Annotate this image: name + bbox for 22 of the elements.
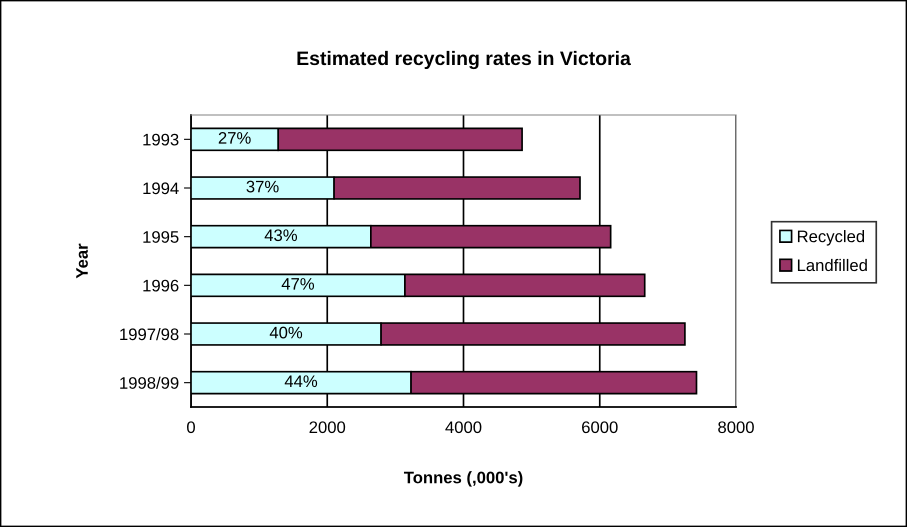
y-tick-label: 1993	[143, 134, 178, 146]
annotation: 27%	[218, 132, 251, 144]
legend-label: Recycled	[798, 230, 864, 246]
y-tick-label: 1994	[143, 182, 179, 194]
x-tick-label: 2000	[310, 421, 346, 434]
annotation: 44%	[284, 375, 318, 388]
x-axis-title: Tonnes (,000's)	[404, 471, 522, 487]
x-tick-label: 8000	[718, 421, 754, 434]
annotation: 40%	[270, 326, 302, 338]
x-tick-label: 0	[187, 421, 195, 434]
x-tick-label: 6000	[582, 421, 618, 434]
y-tick-label: 1995	[143, 231, 178, 243]
y-tick-label: 1997/98	[120, 328, 178, 340]
y-tick-label: 1996	[143, 280, 178, 292]
annotation: 43%	[264, 229, 298, 242]
chart-title: Estimated recycling rates in Victoria	[297, 50, 631, 70]
y-axis-title: Year	[76, 244, 88, 278]
annotation: 37%	[246, 180, 279, 192]
y-tick-label: 1998/99	[120, 376, 178, 389]
annotation: 47%	[282, 278, 314, 290]
legend-label: Landfilled	[798, 258, 867, 272]
x-tick-label: 4000	[445, 421, 482, 434]
